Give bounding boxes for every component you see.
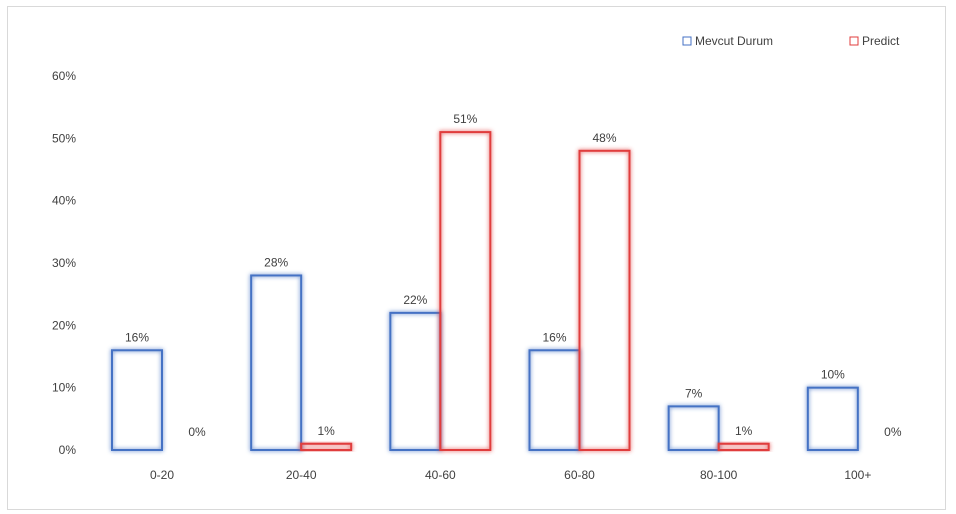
data-label: 16%	[125, 330, 149, 344]
bars	[111, 131, 859, 452]
bar-predict	[717, 442, 770, 451]
data-label: 28%	[264, 255, 288, 269]
x-tick-label: 0-20	[150, 468, 174, 482]
y-tick-label: 60%	[52, 69, 76, 83]
bar-mevcut-durum	[528, 349, 581, 451]
x-tick-label: 20-40	[286, 468, 317, 482]
data-label: 7%	[685, 386, 703, 400]
data-label: 1%	[735, 424, 753, 438]
x-tick-label: 100+	[844, 468, 871, 482]
data-label: 0%	[884, 425, 902, 439]
y-tick-label: 0%	[59, 443, 77, 457]
data-labels: 16% 0% 28% 1% 22% 51% 16% 48% 7% 1% 10% 0%	[125, 112, 902, 439]
y-tick-label: 20%	[52, 318, 76, 332]
data-label: 16%	[542, 330, 566, 344]
y-axis: 0% 10% 20% 30% 40% 50% 60%	[52, 69, 76, 457]
y-tick-label: 30%	[52, 256, 76, 270]
y-tick-label: 50%	[52, 131, 76, 145]
bar-predict	[578, 149, 631, 452]
bar-predict	[439, 131, 492, 451]
bar-mevcut-durum	[667, 405, 720, 452]
y-tick-label: 10%	[52, 381, 76, 395]
data-label: 0%	[188, 425, 206, 439]
data-label: 10%	[821, 368, 845, 382]
legend-label: Mevcut Durum	[695, 34, 773, 48]
x-tick-label: 60-80	[564, 468, 595, 482]
bar-mevcut-durum	[250, 274, 303, 452]
x-tick-label: 40-60	[425, 468, 456, 482]
data-label: 1%	[317, 424, 335, 438]
data-label: 48%	[592, 131, 616, 145]
data-label: 51%	[453, 112, 477, 126]
bar-mevcut-durum	[111, 349, 163, 451]
chart-area	[7, 6, 946, 510]
bar-mevcut-durum	[389, 311, 442, 451]
x-axis: 0-20 20-40 40-60 60-80 80-100 100+	[150, 468, 871, 482]
data-label: 22%	[403, 293, 427, 307]
bar-predict	[300, 442, 353, 451]
y-tick-label: 40%	[52, 194, 76, 208]
x-tick-label: 80-100	[700, 468, 738, 482]
bar-mevcut-durum	[806, 386, 859, 451]
legend-label: Predict	[862, 34, 900, 48]
legend-swatch	[849, 36, 859, 46]
legend: Mevcut Durum Predict	[682, 34, 900, 48]
legend-swatch	[682, 36, 692, 46]
